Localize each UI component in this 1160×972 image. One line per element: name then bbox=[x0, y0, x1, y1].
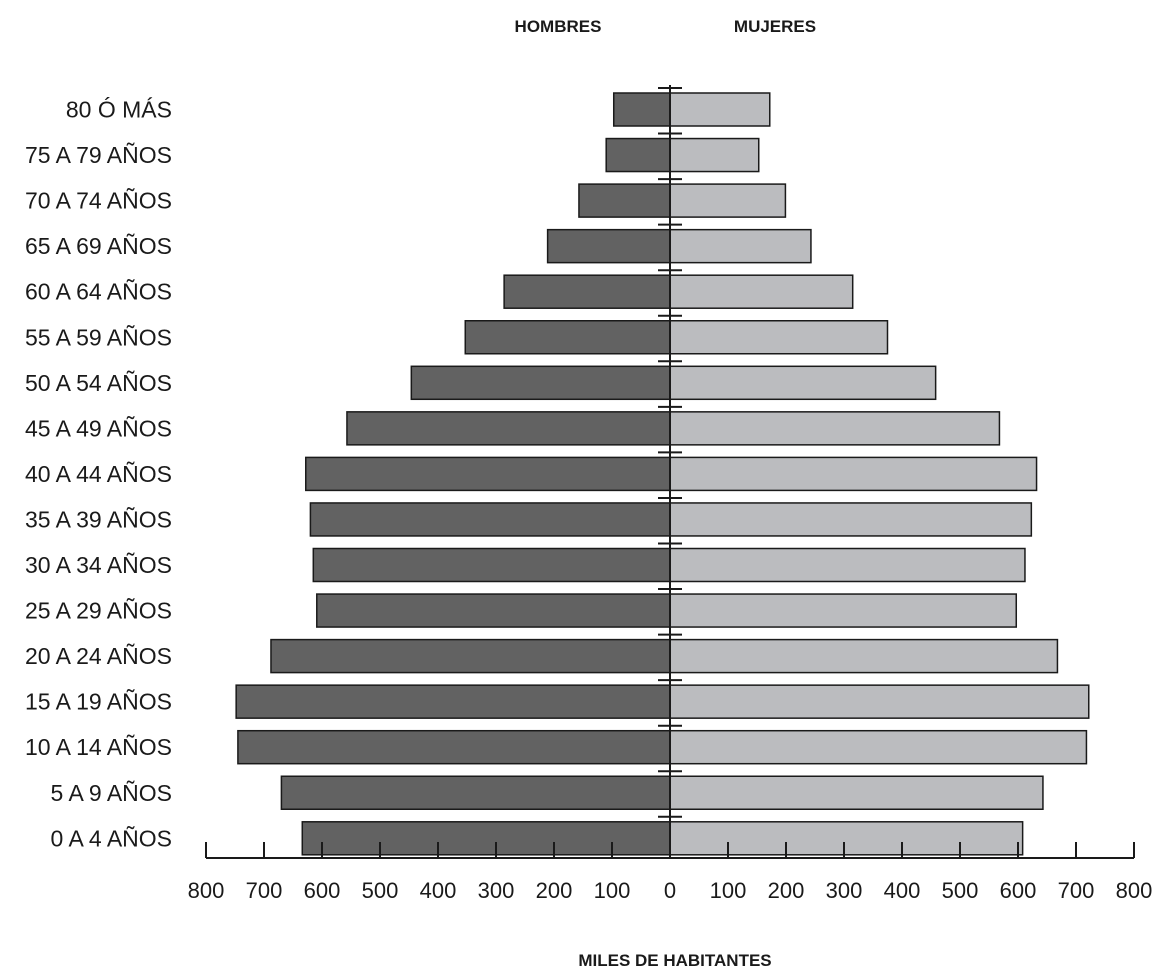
bar-mujeres-3 bbox=[669, 228, 812, 264]
bar-hombres-4 bbox=[503, 274, 671, 309]
age-group-label: 60 A 64 AÑOS bbox=[25, 279, 172, 305]
x-tick-label: 800 bbox=[188, 878, 225, 903]
bar-mujeres-14 bbox=[669, 729, 1088, 765]
bar-hombres-7 bbox=[346, 411, 671, 446]
bar-hombres-11 bbox=[316, 593, 671, 628]
bar-hombres-13 bbox=[235, 684, 671, 719]
series-label-mujeres: MUJERES bbox=[734, 17, 816, 36]
x-axis-title: MILES DE HABITANTES bbox=[578, 951, 771, 970]
x-axis: 800 700 600 500 400 300 200 100 0 100 200 300 400 500… bbox=[188, 842, 1153, 903]
age-group-label: 15 A 19 AÑOS bbox=[25, 689, 172, 715]
bar-mujeres-6 bbox=[669, 365, 937, 401]
bar-hombres-2 bbox=[578, 183, 671, 218]
bar-mujeres-5 bbox=[669, 320, 889, 355]
x-tick-label: 200 bbox=[536, 878, 573, 903]
bar-mujeres-15 bbox=[669, 775, 1044, 810]
age-group-label: 35 A 39 AÑOS bbox=[25, 506, 172, 532]
bar-hombres-15 bbox=[280, 775, 671, 810]
age-group-label: 5 A 9 AÑOS bbox=[51, 780, 172, 806]
bar-mujeres-8 bbox=[669, 456, 1038, 492]
bar-mujeres-11 bbox=[669, 593, 1018, 628]
age-group-label: 75 A 79 AÑOS bbox=[25, 142, 172, 168]
bar-hombres-1 bbox=[605, 137, 671, 173]
bar-mujeres-4 bbox=[669, 274, 854, 309]
age-group-label: 70 A 74 AÑOS bbox=[25, 188, 172, 214]
bar-mujeres-12 bbox=[669, 638, 1059, 674]
bar-hombres-0 bbox=[612, 92, 671, 127]
age-group-label: 45 A 49 AÑOS bbox=[25, 415, 172, 441]
age-group-label: 50 A 54 AÑOS bbox=[25, 370, 172, 396]
age-group-label: 80 Ó MÁS bbox=[66, 97, 172, 123]
x-tick-label: 400 bbox=[420, 878, 457, 903]
bar-mujeres-1 bbox=[669, 137, 760, 173]
bar-hombres-10 bbox=[312, 547, 671, 583]
bars-group bbox=[235, 92, 1090, 856]
age-group-label: 10 A 14 AÑOS bbox=[25, 734, 172, 760]
bar-hombres-6 bbox=[410, 365, 671, 401]
series-label-hombres: HOMBRES bbox=[515, 17, 602, 36]
bar-hombres-8 bbox=[305, 456, 671, 492]
x-tick-label: 500 bbox=[942, 878, 979, 903]
bar-mujeres-0 bbox=[669, 92, 771, 127]
bar-mujeres-7 bbox=[669, 411, 1001, 446]
age-group-label: 40 A 44 AÑOS bbox=[25, 461, 172, 487]
x-tick-label: 600 bbox=[304, 878, 341, 903]
x-tick-label: 100 bbox=[710, 878, 747, 903]
age-group-label: 20 A 24 AÑOS bbox=[25, 643, 172, 669]
x-tick-label: 200 bbox=[768, 878, 805, 903]
x-tick-label: 700 bbox=[1058, 878, 1095, 903]
age-group-label: 30 A 34 AÑOS bbox=[25, 552, 172, 578]
x-tick-label: 500 bbox=[362, 878, 399, 903]
bar-mujeres-2 bbox=[669, 183, 787, 218]
center-axis bbox=[658, 85, 682, 859]
bar-hombres-16 bbox=[301, 821, 671, 856]
x-tick-label: 600 bbox=[1000, 878, 1037, 903]
age-group-labels: 80 Ó MÁS 75 A 79 AÑOS 70 A 74 AÑOS 65 A 69 … bbox=[25, 97, 172, 852]
age-group-label: 25 A 29 AÑOS bbox=[25, 598, 172, 624]
age-group-label: 65 A 69 AÑOS bbox=[25, 233, 172, 259]
age-group-label: 0 A 4 AÑOS bbox=[51, 825, 172, 851]
bar-hombres-9 bbox=[309, 502, 671, 537]
x-tick-label: 400 bbox=[884, 878, 921, 903]
x-tick-label: 0 bbox=[664, 878, 676, 903]
bar-mujeres-13 bbox=[669, 684, 1090, 719]
bar-hombres-5 bbox=[464, 320, 671, 355]
bar-mujeres-10 bbox=[669, 547, 1026, 583]
x-tick-label: 800 bbox=[1116, 878, 1153, 903]
bar-hombres-12 bbox=[270, 638, 671, 674]
x-tick-label: 300 bbox=[478, 878, 515, 903]
bar-hombres-3 bbox=[546, 228, 671, 264]
bar-hombres-14 bbox=[237, 729, 671, 765]
bar-mujeres-16 bbox=[669, 821, 1024, 856]
age-group-label: 55 A 59 AÑOS bbox=[25, 324, 172, 350]
x-tick-label: 700 bbox=[246, 878, 283, 903]
bar-mujeres-9 bbox=[669, 502, 1033, 537]
x-tick-label: 300 bbox=[826, 878, 863, 903]
x-tick-label: 100 bbox=[594, 878, 631, 903]
